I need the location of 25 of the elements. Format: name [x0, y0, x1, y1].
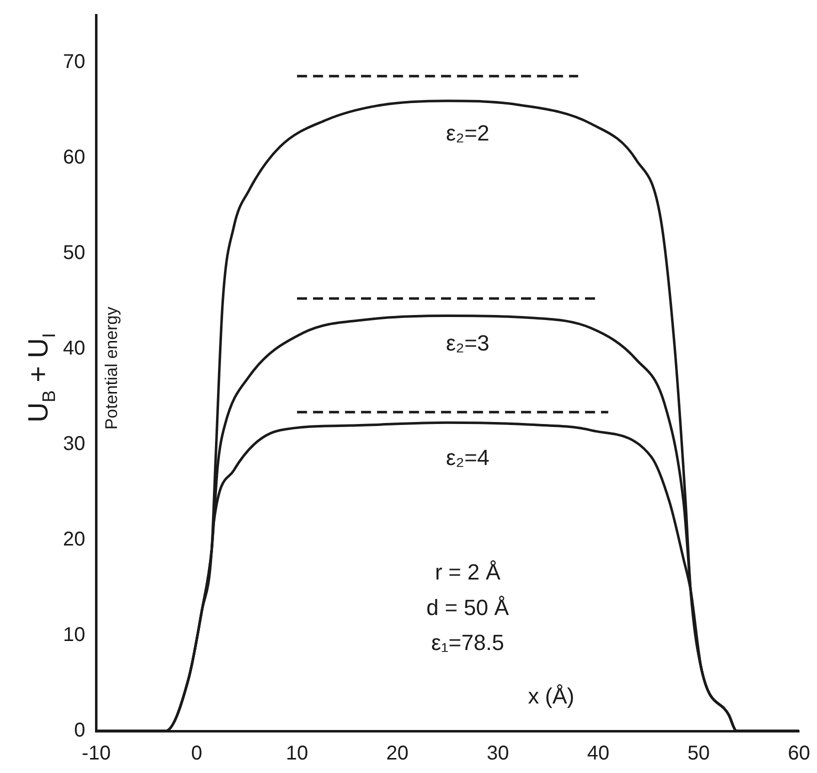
annotation: r = 2 Å [434, 560, 501, 585]
annotation: ε₂=3 [446, 330, 490, 356]
y-tick-label: 20 [62, 528, 86, 551]
y-axis-title: UB + UI [22, 332, 59, 423]
annotation: ε₂=4 [446, 444, 490, 470]
annotation: Potential energy [102, 306, 121, 430]
x-tick-label: 20 [386, 742, 409, 765]
x-tick-label: 50 [687, 742, 710, 765]
x-tick-label: 60 [788, 742, 810, 765]
y-tick-label: 60 [62, 146, 86, 169]
y-tick-label: 30 [62, 433, 86, 456]
x-tick-label: 40 [587, 742, 610, 765]
x-tick-label: 0 [191, 742, 202, 765]
annotation: ε₁=78.5 [431, 630, 504, 656]
y-tick-label: 50 [62, 242, 86, 264]
x-axis-title: x (Å) [528, 684, 574, 709]
x-tick-label: 30 [486, 742, 509, 765]
y-tick-label: 40 [62, 338, 86, 360]
x-tick-label: -10 [82, 742, 111, 765]
y-tick-label: 10 [62, 624, 86, 646]
y-tick-label: 0 [74, 720, 86, 742]
x-tick-label: 10 [286, 742, 308, 765]
annotation: d = 50 Å [426, 594, 510, 620]
y-tick-label: 70 [62, 51, 86, 74]
annotation: ε₂=2 [446, 120, 490, 146]
